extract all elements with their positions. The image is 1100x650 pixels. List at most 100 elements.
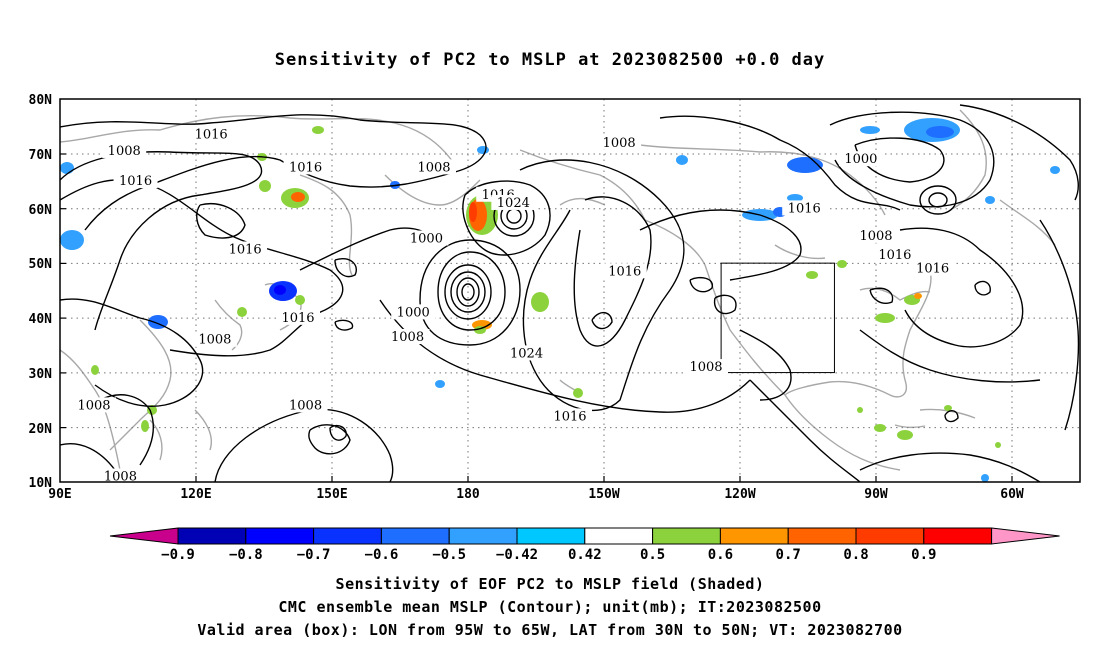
contour-label-bg bbox=[283, 397, 328, 413]
contour-label-bg bbox=[391, 304, 436, 320]
contour-label: 1016 bbox=[195, 128, 228, 143]
contour-labels: 1016 1008 1016 1016 1016 1016 1008 1008 1008 1008… bbox=[72, 126, 955, 485]
colorbar-segment bbox=[855, 527, 925, 545]
colorbar-label: 0.6 bbox=[708, 547, 733, 563]
map-background bbox=[60, 99, 1080, 482]
contour-label-bg bbox=[491, 194, 536, 210]
contour-label-bg bbox=[404, 230, 449, 246]
contour-label-bg bbox=[854, 227, 898, 243]
lon-label: 60W bbox=[1000, 487, 1024, 502]
contour-label: 1016 bbox=[788, 201, 821, 216]
colorbar-segment bbox=[652, 527, 721, 545]
colorbar-segment bbox=[448, 527, 518, 545]
contour-label: 1016 bbox=[608, 264, 641, 279]
contour-label: 1000 bbox=[410, 232, 443, 247]
colorbar-label: −0.8 bbox=[229, 547, 263, 563]
contour-label: 1016 bbox=[878, 248, 911, 263]
contour-label: 1016 bbox=[229, 242, 262, 257]
contour-label-bg bbox=[782, 200, 827, 216]
colorbar-segment bbox=[313, 527, 382, 545]
contour-label-bg bbox=[838, 151, 883, 167]
contour-label-bg bbox=[910, 260, 955, 276]
colorbar-segment bbox=[380, 527, 450, 545]
contour-label-bg bbox=[385, 329, 430, 345]
lat-label: 50N bbox=[29, 257, 53, 272]
contour-label-bg bbox=[223, 241, 268, 257]
contour-label-bg bbox=[412, 159, 456, 175]
colorbar-segment bbox=[516, 527, 586, 545]
contour-label-bg bbox=[872, 246, 917, 262]
colorbar-segment bbox=[245, 527, 315, 545]
map-frame bbox=[59, 98, 1081, 483]
graticule bbox=[60, 99, 1080, 482]
contour-label-bg bbox=[276, 309, 320, 325]
contour-label-bg bbox=[597, 134, 642, 150]
lon-labels: 90E 120E 150E 180 150W 120W 90W 60W bbox=[48, 487, 1024, 502]
caption-line-1: Sensitivity of EOF PC2 to MSLP field (Sh… bbox=[335, 575, 765, 593]
contour-label: 1024 bbox=[497, 196, 530, 211]
contour-label-bg bbox=[548, 408, 592, 424]
contour-label-bg bbox=[283, 159, 328, 175]
valid-area-box bbox=[720, 262, 835, 374]
lat-label: 40N bbox=[29, 312, 53, 327]
colorbar-label: −0.9 bbox=[161, 547, 195, 563]
contour-label-bg bbox=[72, 397, 116, 413]
contour-label-bg bbox=[98, 468, 143, 482]
lat-label: 30N bbox=[29, 367, 53, 382]
lon-label: 90W bbox=[864, 487, 888, 502]
contour-label: 1000 bbox=[397, 305, 430, 320]
lon-label: 150E bbox=[316, 487, 347, 502]
colorbar-segment bbox=[787, 527, 857, 545]
colorbar-label: 0.9 bbox=[911, 547, 936, 563]
contour-label: 1008 bbox=[198, 333, 231, 348]
contour-label: 1008 bbox=[108, 144, 141, 159]
lon-label: 120W bbox=[724, 487, 755, 502]
contour-label-bg bbox=[684, 359, 728, 375]
colorbar-segment bbox=[719, 527, 789, 545]
contour-label: 1008 bbox=[104, 470, 137, 485]
colorbar-segment bbox=[584, 527, 654, 545]
colorbar-segment bbox=[923, 527, 993, 545]
contour-label: 1008 bbox=[77, 398, 110, 413]
colorbar-label: 0.5 bbox=[640, 547, 665, 563]
lon-label: 150W bbox=[588, 487, 619, 502]
contour-label: 1000 bbox=[844, 152, 877, 167]
lon-label: 120E bbox=[180, 487, 211, 502]
contour-label: 1016 bbox=[119, 174, 152, 189]
colorbar-high-arrow bbox=[991, 527, 1060, 545]
contour-label-bg bbox=[602, 263, 647, 279]
colorbar-label: 0.7 bbox=[776, 547, 801, 563]
colorbar-label: −0.42 bbox=[496, 547, 538, 563]
colorbar-low-arrow bbox=[109, 527, 179, 545]
contour-label-bg bbox=[504, 345, 549, 361]
contour-label: 1016 bbox=[916, 262, 949, 277]
colorbar: −0.9 −0.8 −0.7 −0.6 −0.5 −0.42 0.42 0.5 0.6 0.7 0.… bbox=[109, 527, 1060, 563]
contour-label: 1008 bbox=[391, 330, 424, 345]
map-title: Sensitivity of PC2 to MSLP at 2023082500… bbox=[274, 50, 826, 70]
contour-label: 1008 bbox=[417, 160, 450, 175]
lat-label: 20N bbox=[29, 422, 53, 437]
colorbar-label: −0.5 bbox=[432, 547, 466, 563]
contour-label-bg bbox=[113, 173, 158, 189]
contour-label: 1008 bbox=[289, 398, 322, 413]
caption-line-2: CMC ensemble mean MSLP (Contour); unit(m… bbox=[278, 598, 822, 616]
colorbar-label: −0.7 bbox=[297, 547, 331, 563]
lon-label: 180 bbox=[456, 487, 480, 502]
contour-label: 1008 bbox=[603, 136, 636, 151]
lat-labels: 80N 70N 60N 50N 40N 30N 20N 10N bbox=[29, 93, 53, 491]
colorbar-label: 0.8 bbox=[843, 547, 868, 563]
sensitivity-shading bbox=[60, 118, 1060, 482]
lat-label: 70N bbox=[29, 148, 53, 163]
lat-label: 10N bbox=[29, 476, 53, 491]
lat-label: 80N bbox=[29, 93, 53, 108]
colorbar-label: 0.42 bbox=[568, 547, 602, 563]
contour-label-bg bbox=[192, 331, 237, 347]
contour-label: 1008 bbox=[859, 229, 892, 244]
axis-ticks bbox=[60, 153, 1013, 482]
contour-label: 1016 bbox=[281, 311, 314, 326]
contour-label-bg bbox=[102, 142, 147, 158]
contour-label: 1016 bbox=[553, 409, 586, 424]
caption-line-3: Valid area (box): LON from 95W to 65W, L… bbox=[197, 621, 903, 639]
lat-label: 60N bbox=[29, 203, 53, 218]
